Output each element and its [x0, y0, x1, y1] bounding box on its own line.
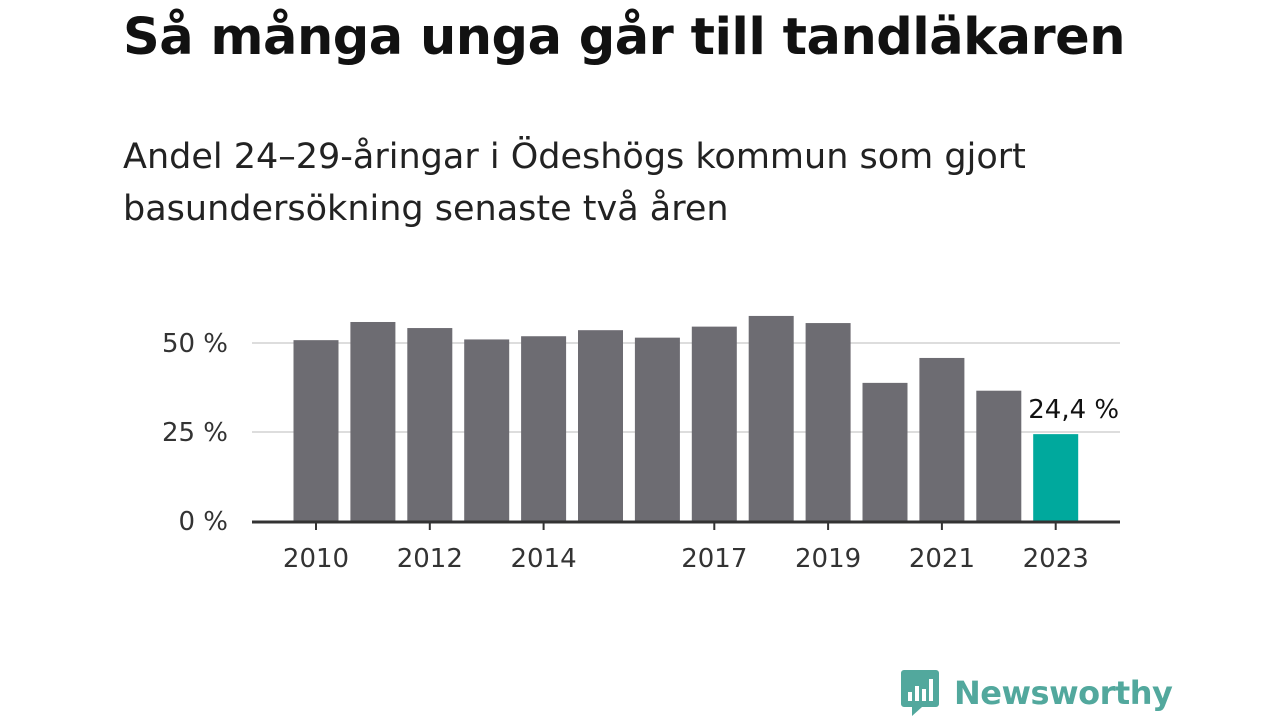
y-tick-label: 0 % — [178, 507, 228, 537]
bar-2013 — [464, 339, 510, 521]
brand-logo: Newsworthy — [900, 668, 1173, 718]
bar-2017 — [691, 326, 737, 521]
gridlines — [252, 342, 1120, 433]
bar-2021 — [919, 357, 965, 521]
labels: 0 % 25 % 50 % 2010 2012 2014 2017 2019 2021 2023 2… — [162, 329, 1122, 574]
bar-2012 — [407, 328, 453, 521]
highlight-value-label: 24,4 % — [1028, 395, 1119, 425]
bar-2020 — [862, 382, 908, 521]
bars — [293, 315, 1079, 521]
y-tick-label: 25 % — [162, 418, 228, 448]
x-tick-label: 2017 — [681, 544, 747, 574]
bar-2018 — [748, 315, 794, 521]
x-tick-label: 2010 — [283, 544, 349, 574]
bar-2023 — [1033, 434, 1079, 521]
bar-2011 — [350, 321, 396, 521]
axes — [252, 520, 1120, 530]
bar-2019 — [805, 323, 851, 521]
bar-2022 — [976, 390, 1022, 521]
bar-2016 — [634, 337, 680, 521]
x-tick-label: 2012 — [397, 544, 463, 574]
x-tick-label: 2014 — [511, 544, 577, 574]
bar-2014 — [521, 336, 567, 521]
brand-name: Newsworthy — [954, 674, 1173, 712]
x-tick-label: 2019 — [795, 544, 861, 574]
x-tick-label: 2021 — [909, 544, 975, 574]
x-tick-label: 2023 — [1023, 544, 1089, 574]
bar-2015 — [578, 330, 623, 521]
bar-2010 — [293, 340, 339, 521]
chart-subtitle: Andel 24–29-åringar i Ödeshögs kommun so… — [123, 137, 1026, 229]
bar-chart-speech-bubble-icon — [901, 670, 939, 716]
chart-title: Så många unga går till tandläkaren — [123, 8, 1126, 67]
y-tick-label: 50 % — [162, 329, 228, 359]
